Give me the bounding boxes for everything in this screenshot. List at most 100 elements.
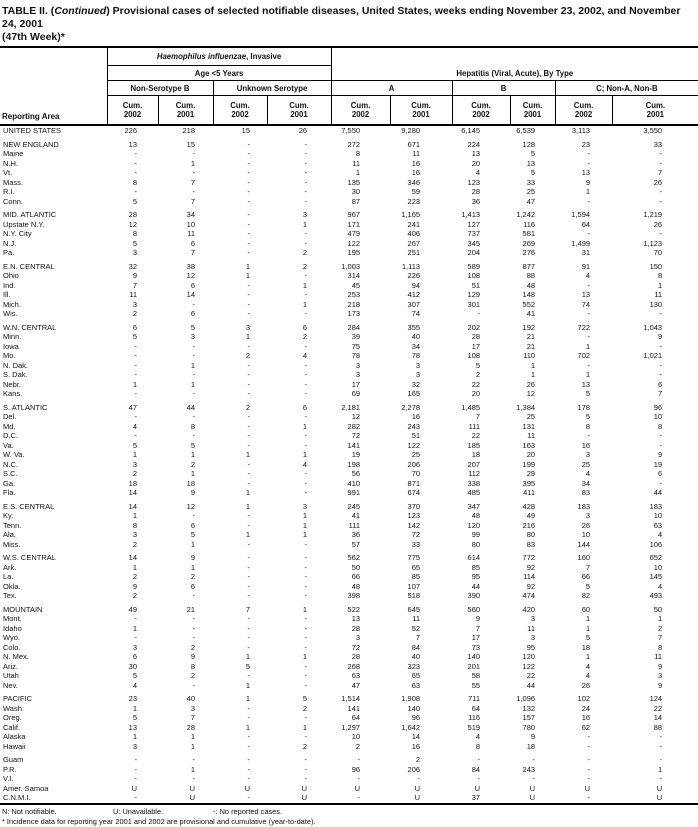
value-cell: 1,297 bbox=[341, 722, 361, 732]
value-cell: 19 bbox=[653, 459, 663, 469]
value-cell: 9 bbox=[657, 450, 663, 459]
value-cell: 85 bbox=[471, 562, 481, 572]
value-cell: 21 bbox=[526, 341, 536, 351]
value-cell: 49 bbox=[526, 511, 536, 520]
value-cell: 165 bbox=[407, 389, 421, 398]
value-cell: - bbox=[134, 431, 138, 440]
table-row: Del. - - - - 12 16 7 25 5 10 bbox=[0, 412, 698, 422]
value-cell: 25 bbox=[411, 450, 421, 459]
value-cell: 72 bbox=[351, 431, 361, 440]
value-cell: 1 bbox=[657, 764, 663, 774]
value-cell: 9 bbox=[190, 553, 195, 562]
value-cell: - bbox=[659, 774, 663, 783]
reporting-area-cell: E.N. CENTRAL bbox=[3, 261, 55, 271]
value-cell: 129 bbox=[467, 290, 481, 299]
value-cell: 1 bbox=[245, 694, 250, 703]
value-cell: 185 bbox=[467, 440, 481, 450]
value-cell: 33 bbox=[526, 177, 536, 187]
value-cell: 581 bbox=[522, 229, 536, 238]
value-cell: 226 bbox=[407, 271, 421, 280]
reporting-area-cell: Maine bbox=[3, 149, 24, 158]
table-row: Ind. 7 6 - 1 45 94 51 48 - 1 bbox=[0, 281, 698, 291]
value-cell: 65 bbox=[411, 562, 421, 572]
reporting-area-cell: Ohio bbox=[3, 271, 19, 280]
value-cell: - bbox=[247, 581, 251, 591]
value-cell: 14 bbox=[128, 553, 137, 562]
value-cell: 5 bbox=[585, 581, 591, 591]
value-cell: 7 bbox=[190, 177, 195, 187]
subgroup-hep-c: C; Non-A, Non-B bbox=[554, 80, 698, 96]
value-cell: - bbox=[304, 562, 308, 572]
table-row: Mass. 8 7 - - 135 346 123 33 9 26 bbox=[0, 178, 698, 188]
value-cell: 272 bbox=[347, 139, 361, 149]
value-cell: U bbox=[529, 793, 536, 802]
value-cell: 7 bbox=[585, 562, 591, 572]
value-cell: - bbox=[247, 671, 251, 680]
value-cell: - bbox=[247, 149, 251, 158]
value-cell: 70 bbox=[653, 248, 663, 257]
value-cell: 22 bbox=[653, 703, 663, 713]
value-cell: 14 bbox=[128, 488, 137, 497]
value-cell: 1 bbox=[657, 614, 663, 623]
value-cell: 6 bbox=[302, 322, 308, 332]
value-cell: 780 bbox=[522, 722, 536, 732]
value-cell: 112 bbox=[468, 469, 481, 478]
value-cell: 30 bbox=[128, 661, 137, 671]
hepatitis-group-header: Hepatitis (Viral, Acute), By Type bbox=[330, 47, 698, 81]
value-cell: 253 bbox=[347, 290, 361, 299]
value-cell: 24 bbox=[581, 703, 591, 713]
value-cell: - bbox=[304, 412, 308, 421]
value-cell: 1 bbox=[585, 187, 591, 196]
value-cell: - bbox=[587, 149, 591, 158]
value-cell: 5 bbox=[585, 389, 591, 398]
value-cell: 8 bbox=[132, 229, 137, 238]
value-cell: 3 bbox=[302, 210, 308, 219]
value-cell: - bbox=[247, 210, 251, 219]
value-cell: 5 bbox=[190, 530, 195, 539]
value-cell: 70 bbox=[411, 469, 421, 478]
value-cell: - bbox=[247, 591, 251, 600]
value-cell: 2 bbox=[355, 741, 361, 751]
table-body: UNITED STATES 226 218 15 26 7,550 9,280 6,145 6,… bbox=[0, 125, 698, 804]
value-cell: 63 bbox=[411, 680, 421, 690]
value-cell: - bbox=[192, 623, 196, 633]
value-cell: 877 bbox=[522, 261, 536, 271]
value-cell: 128 bbox=[522, 139, 536, 149]
value-cell: 12 bbox=[128, 219, 137, 229]
value-cell: 163 bbox=[522, 440, 536, 450]
value-cell: - bbox=[659, 478, 663, 488]
value-cell: 428 bbox=[522, 501, 536, 511]
value-cell: 62 bbox=[581, 722, 591, 732]
value-cell: 132 bbox=[522, 703, 536, 713]
value-cell: 4 bbox=[475, 732, 481, 741]
value-cell: 1 bbox=[585, 370, 591, 379]
value-cell: 410 bbox=[347, 478, 361, 488]
value-cell: - bbox=[134, 412, 138, 421]
value-cell: 13 bbox=[128, 722, 137, 732]
value-cell: 18 bbox=[186, 478, 195, 488]
value-cell: 1 bbox=[302, 299, 308, 309]
value-cell: 243 bbox=[407, 421, 421, 431]
value-cell: 26 bbox=[581, 520, 591, 530]
table-row: Ill. 11 14 - - 253 412 129 148 13 11 bbox=[0, 290, 698, 300]
value-cell: 4 bbox=[585, 469, 591, 478]
value-cell: 1 bbox=[190, 732, 195, 741]
value-cell: - bbox=[304, 469, 308, 478]
value-cell: - bbox=[304, 229, 308, 238]
value-cell: 3,550 bbox=[643, 126, 663, 135]
value-cell: 106 bbox=[649, 539, 663, 549]
value-cell: 28 bbox=[471, 187, 481, 196]
value-cell: - bbox=[477, 309, 481, 318]
reporting-area-cell: R.I. bbox=[3, 187, 15, 196]
value-cell: 1,021 bbox=[643, 351, 663, 360]
table-row: S. ATLANTIC 47 44 2 6 2,181 2,278 1,485 1,384 178… bbox=[0, 403, 698, 413]
value-cell: 111 bbox=[348, 520, 361, 530]
value-cell: 130 bbox=[649, 299, 663, 309]
value-cell: 94 bbox=[411, 280, 421, 290]
value-cell: 122 bbox=[522, 661, 536, 671]
value-cell: - bbox=[659, 229, 663, 238]
value-cell: 323 bbox=[407, 661, 421, 671]
table-row: Amer. Samoa U U U U U U U U U U bbox=[0, 784, 698, 794]
value-cell: 6 bbox=[302, 402, 308, 412]
value-cell: 9 bbox=[657, 680, 663, 690]
